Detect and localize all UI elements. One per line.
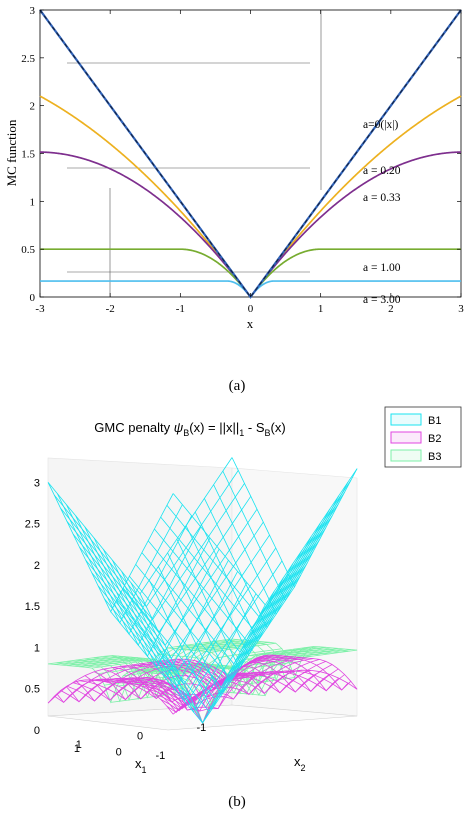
legend-swatch-b3 <box>390 449 422 462</box>
mesh-line <box>93 537 220 669</box>
series-label: a=0(|x|) <box>363 119 399 131</box>
panel-a-caption: (a) <box>229 378 246 394</box>
panel-a-ticks: -3 -2 -1 0 1 2 3 0 0.5 1 1.5 2 2.5 3 <box>21 5 464 315</box>
series-label: a = 0.33 <box>363 192 401 204</box>
mesh-line <box>66 678 192 712</box>
surfaces-group <box>47 457 358 725</box>
mesh-line <box>148 664 333 708</box>
mesh-line <box>84 526 211 658</box>
z-tick-label: 2.5 <box>25 519 40 531</box>
x1-tick-label: 0 <box>137 730 143 742</box>
mesh-line <box>102 549 229 680</box>
x-tick-label: 2 <box>388 303 394 315</box>
mesh-line <box>75 677 202 710</box>
panel-b-3d-surface: 0 0.5 1 1.5 2 2.5 3 1 0 -1 1 0 -1 x1 x2 GMC penalty … <box>25 406 462 810</box>
y-tick-label: 0 <box>30 292 36 304</box>
y-tick-label: 2.5 <box>21 53 35 65</box>
legend-swatch-b1 <box>390 413 422 426</box>
x2-tick-label: 0 <box>116 746 122 758</box>
z-tick-label: 0 <box>34 725 40 737</box>
z-tick-label: 1.5 <box>25 601 40 613</box>
mesh-line <box>110 586 295 724</box>
panel-b-title: GMC penalty ψB(x) = ||x||1 - SB(x) <box>94 420 285 438</box>
mesh-line <box>135 539 320 677</box>
mesh-line <box>147 515 333 653</box>
panel-a-series-labels: a=0(|x|) a = 0.20 a = 0.33 a = 1.00 a = 3.00 <box>363 119 401 306</box>
surface-b1 <box>47 457 358 724</box>
mesh-line <box>172 468 358 606</box>
panel-a-line-chart: -3 -2 -1 0 1 2 3 0 0.5 1 1.5 2 2.5 3 a=0(|x|) a = 0.20… <box>4 5 464 394</box>
panel-b-ticks: 0 0.5 1 1.5 2 2.5 3 1 0 -1 1 0 -1 <box>25 477 207 762</box>
legend-swatch-b2 <box>390 431 422 444</box>
panel-a-axes-box <box>39 9 462 298</box>
mesh-line <box>141 527 327 665</box>
x2-tick-label: -1 <box>155 750 165 762</box>
z-tick-label: 2 <box>34 560 40 572</box>
mesh-line <box>129 551 314 689</box>
x2-tick-label: 1 <box>74 743 80 755</box>
x-tick-label: -3 <box>35 303 45 315</box>
mesh-line <box>160 491 345 630</box>
mesh-line <box>173 649 358 697</box>
x-tick-label: -2 <box>106 303 115 315</box>
mesh-line <box>130 582 257 713</box>
legend-label-b1: B1 <box>428 415 441 427</box>
mesh-line <box>56 678 183 714</box>
mesh-line <box>166 480 352 618</box>
mesh-line <box>172 669 358 715</box>
mesh-line <box>123 657 308 705</box>
mesh-line <box>116 657 301 712</box>
y-tick-label: 2 <box>30 101 36 113</box>
mesh-line <box>112 560 238 691</box>
x-tick-label: 3 <box>458 303 464 315</box>
legend-label-b2: B2 <box>428 433 441 445</box>
mesh-line <box>66 504 192 635</box>
series-label: a = 0.20 <box>363 165 401 177</box>
y-axis-label: MC function <box>4 119 19 186</box>
x-tick-label: 0 <box>248 303 254 315</box>
z-tick-label: 0.5 <box>25 684 40 696</box>
mesh-line <box>56 493 183 624</box>
x1-tick-label: 1 <box>76 739 82 751</box>
x1-tick-label: -1 <box>196 722 206 734</box>
y-tick-label: 0.5 <box>21 244 35 256</box>
mesh-line <box>116 574 302 712</box>
y-tick-label: 1.5 <box>21 149 35 161</box>
legend: B1 B2 B3 <box>384 406 462 468</box>
x-tick-label: -1 <box>176 303 185 315</box>
mesh-line <box>66 661 192 702</box>
z-tick-label: 1 <box>34 642 40 654</box>
mesh-line <box>121 571 248 702</box>
legend-label-b3: B3 <box>428 451 441 463</box>
mesh-line <box>48 663 174 704</box>
panel-b-caption: (b) <box>228 794 246 810</box>
y-tick-label: 3 <box>30 5 36 17</box>
series-label: a = 1.00 <box>363 262 401 274</box>
mesh-line <box>122 562 308 701</box>
mesh-line <box>154 668 339 710</box>
series-label: a = 3.00 <box>363 294 401 306</box>
mesh-line <box>47 679 174 715</box>
z-tick-label: 3 <box>34 477 40 489</box>
y-tick-label: 1 <box>30 196 36 208</box>
x-tick-label: 1 <box>318 303 324 315</box>
x-axis-label: x <box>247 316 254 331</box>
mesh-line <box>47 482 174 613</box>
mesh-line <box>75 515 202 646</box>
x2-axis-label: x2 <box>294 754 306 773</box>
mesh-line <box>154 503 339 641</box>
x1-axis-label: x1 <box>135 756 147 775</box>
